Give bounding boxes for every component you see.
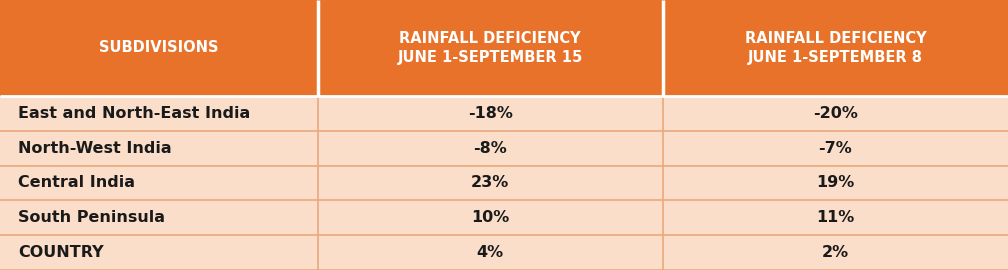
Text: 4%: 4% (477, 245, 504, 260)
Bar (318, 96, 663, 131)
Bar (318, 131, 663, 166)
Text: Central India: Central India (18, 176, 135, 190)
Bar (318, 235, 663, 270)
Text: SUBDIVISIONS: SUBDIVISIONS (99, 40, 219, 55)
Bar (663, 200, 1008, 235)
Bar (0, 200, 318, 235)
Bar (318, 200, 663, 235)
Bar (663, 235, 1008, 270)
Bar (0, 166, 318, 200)
Bar (663, 131, 1008, 166)
Bar (0, 0, 318, 96)
Bar (663, 96, 1008, 131)
Text: 11%: 11% (816, 210, 855, 225)
Bar (318, 0, 663, 96)
Text: -20%: -20% (812, 106, 858, 121)
Text: South Peninsula: South Peninsula (18, 210, 165, 225)
Text: COUNTRY: COUNTRY (18, 245, 104, 260)
Text: -8%: -8% (474, 141, 507, 156)
Text: 10%: 10% (471, 210, 509, 225)
Bar (0, 235, 318, 270)
Text: 2%: 2% (822, 245, 849, 260)
Text: -18%: -18% (468, 106, 513, 121)
Text: North-West India: North-West India (18, 141, 171, 156)
Text: RAINFALL DEFICIENCY
JUNE 1-SEPTEMBER 15: RAINFALL DEFICIENCY JUNE 1-SEPTEMBER 15 (397, 31, 583, 65)
Text: East and North-East India: East and North-East India (18, 106, 250, 121)
Text: -7%: -7% (818, 141, 852, 156)
Text: 23%: 23% (471, 176, 509, 190)
Bar (318, 166, 663, 200)
Bar (663, 0, 1008, 96)
Text: RAINFALL DEFICIENCY
JUNE 1-SEPTEMBER 8: RAINFALL DEFICIENCY JUNE 1-SEPTEMBER 8 (745, 31, 926, 65)
Text: 19%: 19% (816, 176, 855, 190)
Bar (0, 96, 318, 131)
Bar (663, 166, 1008, 200)
Bar (0, 131, 318, 166)
